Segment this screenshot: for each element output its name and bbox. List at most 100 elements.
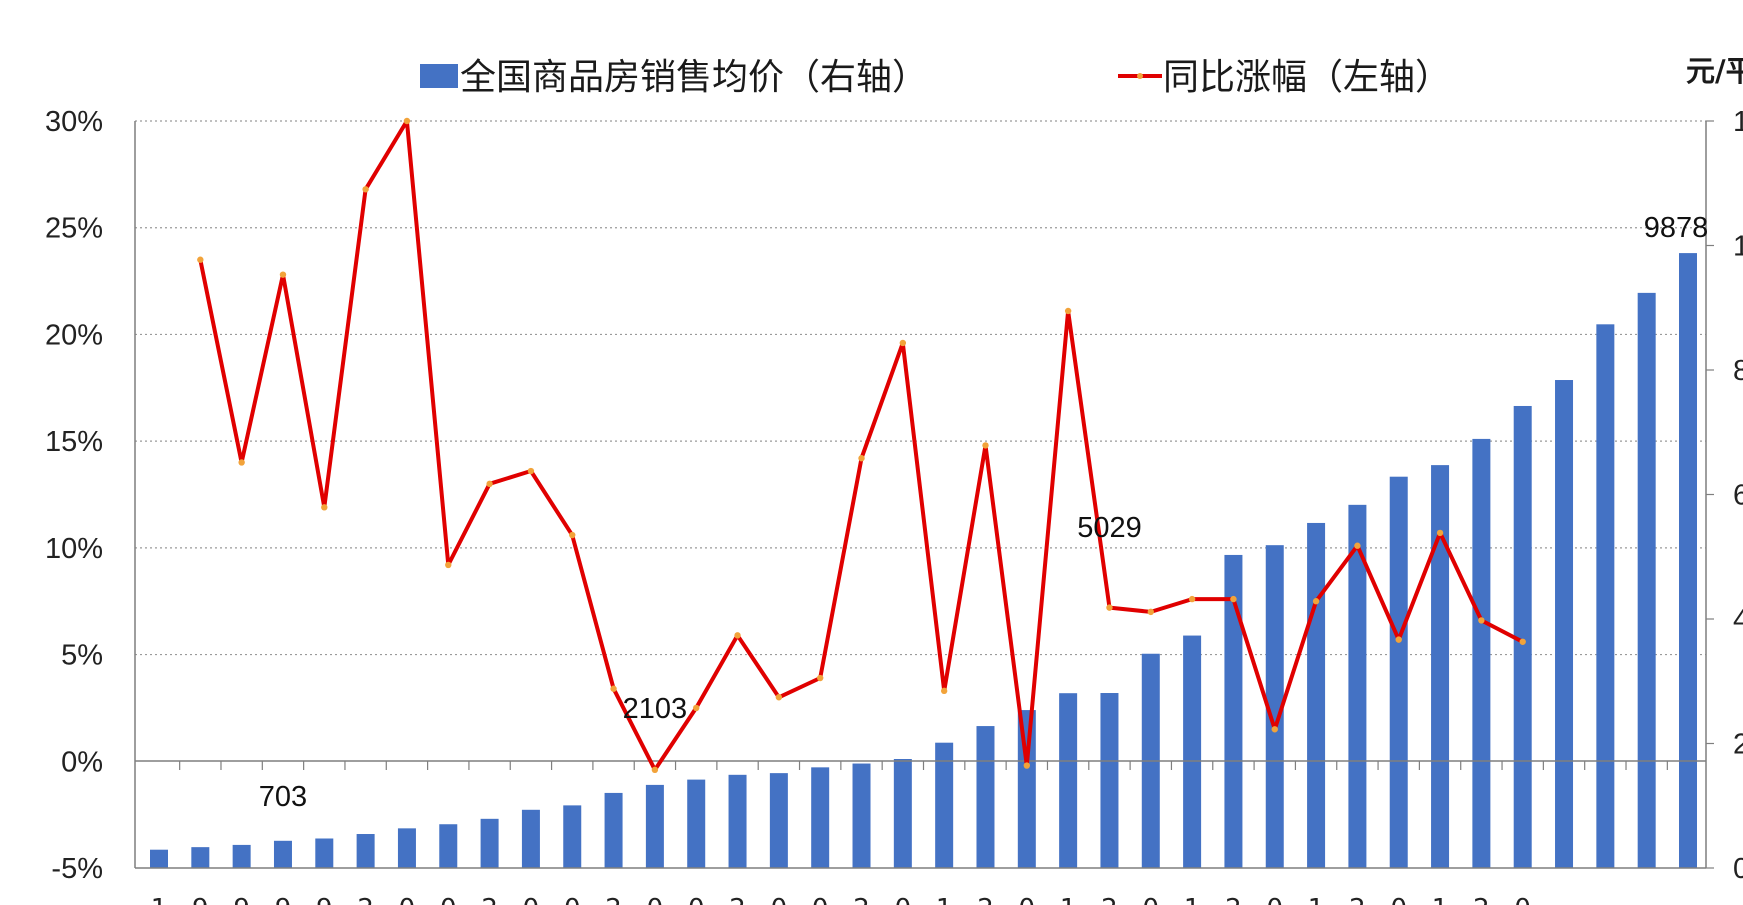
bar — [1555, 380, 1574, 868]
x-tick-label: 0 — [1019, 894, 1036, 905]
line-point — [693, 704, 700, 712]
legend: 全国商品房销售均价（右轴） 同比涨幅（左轴） — [420, 57, 1451, 98]
x-tick-label: 0 — [895, 894, 912, 905]
line-point — [858, 455, 865, 462]
line-point — [1436, 529, 1444, 537]
line-point — [238, 459, 245, 466]
line-point — [1188, 595, 1196, 603]
legend-line-label: 同比涨幅（左轴） — [1163, 57, 1451, 98]
bar — [273, 840, 292, 868]
bar — [728, 774, 747, 868]
x-tick-label: 2 — [357, 894, 374, 905]
x-tick-label: 0 — [647, 894, 664, 905]
x-tick-label: 2 — [1349, 894, 1366, 905]
y-right-tick-label: 1 — [1733, 231, 1743, 263]
bar — [191, 847, 210, 868]
data-label: 2103 — [623, 693, 688, 725]
data-labels: 703 2103 5029 9878 — [259, 212, 1708, 813]
line-point — [1395, 636, 1402, 643]
y-right-tick-label: 4 — [1733, 604, 1743, 636]
line-point — [1106, 604, 1113, 611]
line-point — [1354, 542, 1361, 549]
bar — [150, 849, 168, 868]
y-left-tick-label: 25% — [45, 213, 103, 245]
x-tick-label: 0 — [771, 894, 788, 905]
x-tick-label: 0 — [1143, 894, 1160, 905]
line-point — [775, 694, 783, 701]
line-point — [940, 687, 948, 695]
x-tick-label: 0 — [564, 894, 581, 905]
x-tick-label: 9 — [192, 894, 209, 905]
line-point — [362, 186, 369, 193]
bar — [1348, 504, 1367, 868]
y-right-tick-label: 2 — [1733, 729, 1743, 761]
bar — [1017, 710, 1036, 868]
line-point — [1230, 595, 1237, 603]
legend-bar-label: 全国商品房销售均价（右轴） — [460, 57, 928, 98]
y-left-tick-label: 15% — [45, 426, 103, 458]
x-tick-label: 0 — [1266, 894, 1283, 905]
x-tick-label: 1 — [151, 894, 168, 905]
bar — [935, 742, 954, 868]
bar — [521, 809, 540, 868]
y-left-tick-label: 30% — [45, 106, 103, 138]
x-tick-label: 2 — [853, 894, 870, 905]
bar — [563, 805, 582, 868]
bar — [1100, 693, 1119, 868]
bar — [1389, 476, 1408, 868]
bar — [852, 763, 871, 868]
bar — [439, 824, 458, 868]
line-point — [734, 632, 741, 639]
data-label: 703 — [259, 781, 307, 813]
y-right-tick-label: 8 — [1733, 355, 1743, 387]
gridlines — [135, 120, 1706, 656]
bar — [1059, 693, 1078, 868]
x-tick-label: 1 — [1060, 894, 1077, 905]
line-point — [486, 480, 493, 488]
x-tick-label: 0 — [1390, 894, 1407, 905]
x-tick-label: 9 — [233, 894, 250, 905]
x-tick-label: 2 — [977, 894, 994, 905]
x-tick-label: 2 — [1473, 894, 1490, 905]
y-left-tick-label: 0% — [61, 746, 103, 778]
y-left-tick-label: 10% — [45, 533, 103, 565]
line-point — [651, 766, 659, 774]
bar — [645, 784, 664, 868]
x-tick-label: 1 — [1432, 894, 1449, 905]
y-left-tick-label: -5% — [51, 853, 103, 885]
bar — [687, 779, 706, 868]
bar — [893, 759, 912, 868]
line-point — [321, 504, 328, 511]
x-tick-label: 9 — [275, 894, 292, 905]
y-right-tick-label: 1 — [1733, 106, 1743, 138]
line-point — [610, 685, 617, 692]
line-point — [1519, 638, 1526, 645]
bar — [1183, 635, 1202, 868]
data-label: 9878 — [1644, 212, 1709, 244]
line-point — [569, 531, 576, 539]
x-tick-label: 2 — [481, 894, 498, 905]
x-tick-label: 2 — [1101, 894, 1118, 905]
bar — [1596, 324, 1615, 869]
x-tick-label: 2 — [729, 894, 746, 905]
x-tick-label: 0 — [812, 894, 829, 905]
line-point — [1312, 598, 1320, 605]
line-point — [197, 256, 204, 263]
line-point — [279, 271, 287, 278]
x-tick-label: 0 — [1514, 894, 1531, 905]
bar — [397, 828, 416, 868]
x-tick-label: 0 — [688, 894, 705, 905]
bar — [356, 834, 375, 868]
bar — [604, 792, 623, 868]
bar — [1431, 465, 1450, 868]
x-tick-label: 0 — [440, 894, 457, 905]
line-point — [445, 561, 452, 569]
x-tick-label: 2 — [605, 894, 622, 905]
legend-bar-swatch — [420, 64, 458, 88]
bar — [232, 844, 251, 868]
bar — [1307, 522, 1326, 868]
bar-series — [150, 253, 1697, 869]
x-tick-label: 9 — [316, 894, 333, 905]
